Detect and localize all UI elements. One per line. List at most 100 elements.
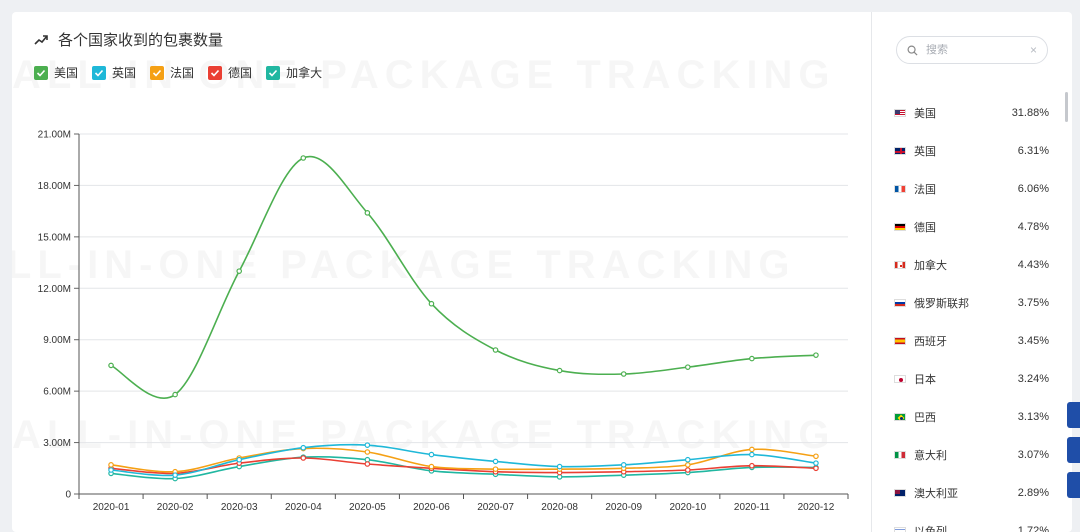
x-tick-label: 2020-06 — [413, 502, 450, 513]
legend-label: 美国 — [54, 66, 79, 80]
data-point[interactable] — [620, 462, 627, 468]
list-scrollbar[interactable] — [1065, 92, 1068, 122]
data-point[interactable] — [492, 466, 499, 472]
x-tick-label: 2020-08 — [541, 502, 578, 513]
country-sidebar: × 美国 31.88% 英国 6.31% 法国 6.06% 德国 4.78% 加拿大 4.43% 俄… — [872, 12, 1072, 532]
legend-label: 加拿大 — [286, 66, 323, 80]
country-row[interactable]: 法国 6.06% — [894, 170, 1049, 208]
panel-divider — [871, 12, 872, 532]
data-point[interactable] — [172, 391, 178, 398]
data-point[interactable] — [684, 462, 691, 468]
country-row[interactable]: 俄罗斯联邦 3.75% — [894, 284, 1049, 322]
country-row[interactable]: 以色列 1.72% — [894, 512, 1049, 532]
data-point[interactable] — [492, 347, 499, 353]
country-percentage: 3.24% — [1017, 373, 1049, 385]
legend-label: 英国 — [112, 66, 137, 80]
data-point[interactable] — [813, 460, 819, 466]
gb-flag-icon — [894, 147, 906, 155]
data-point[interactable] — [108, 362, 114, 369]
data-point[interactable] — [236, 456, 243, 463]
float-button-3[interactable] — [1067, 472, 1080, 498]
data-point[interactable] — [300, 155, 307, 161]
data-point[interactable] — [108, 462, 114, 468]
legend-item[interactable]: 英国 — [92, 64, 136, 81]
country-percentage: 2.89% — [1017, 487, 1049, 499]
float-button-1[interactable] — [1067, 402, 1080, 428]
country-percentage: 4.78% — [1017, 221, 1049, 233]
y-tick-label: 18.00M — [38, 181, 71, 192]
country-name: 俄罗斯联邦 — [914, 298, 969, 310]
chart-legend: 美国 英国 法国 德国 加拿大 — [34, 64, 322, 81]
es-flag-icon — [894, 337, 906, 345]
data-point[interactable] — [684, 467, 691, 473]
legend-item[interactable]: 法国 — [150, 64, 194, 81]
de-flag-icon — [894, 223, 906, 231]
clear-search-icon[interactable]: × — [1029, 43, 1037, 57]
x-tick-label: 2020-02 — [157, 502, 194, 513]
x-tick-label: 2020-04 — [285, 502, 322, 513]
data-point[interactable] — [492, 458, 499, 465]
x-tick-label: 2020-01 — [93, 502, 130, 513]
au-flag-icon — [894, 489, 906, 497]
series-line — [110, 455, 816, 480]
data-point[interactable] — [364, 442, 371, 448]
data-point[interactable] — [813, 453, 819, 460]
y-tick-label: 12.00M — [38, 284, 71, 295]
country-row[interactable]: 美国 31.88% — [894, 94, 1049, 132]
series-line — [110, 155, 817, 399]
x-tick-label: 2020-11 — [734, 502, 770, 513]
search-input[interactable] — [926, 44, 1018, 56]
country-list: 美国 31.88% 英国 6.31% 法国 6.06% 德国 4.78% 加拿大 4.43% 俄罗斯… — [894, 94, 1049, 532]
line-chart: 0 3.00M 6.00M 9.00M 12.00M 15.00M 18.00M 21.00M… — [38, 130, 849, 513]
data-point[interactable] — [556, 463, 563, 470]
country-row[interactable]: 德国 4.78% — [894, 208, 1049, 246]
data-point[interactable] — [813, 352, 819, 358]
data-point[interactable] — [300, 455, 307, 461]
data-point[interactable] — [749, 462, 755, 469]
country-row[interactable]: 日本 3.24% — [894, 360, 1049, 398]
data-point[interactable] — [364, 210, 371, 216]
country-name: 意大利 — [914, 450, 947, 462]
country-row[interactable]: 意大利 3.07% — [894, 436, 1049, 474]
country-name: 美国 — [914, 108, 936, 120]
country-row[interactable]: 西班牙 3.45% — [894, 322, 1049, 360]
data-point[interactable] — [684, 456, 691, 463]
data-point[interactable] — [300, 444, 307, 451]
data-point[interactable] — [684, 364, 691, 370]
il-flag-icon — [894, 527, 906, 532]
data-point[interactable] — [428, 300, 435, 307]
data-point[interactable] — [172, 472, 178, 478]
country-percentage: 6.06% — [1017, 183, 1049, 195]
data-point[interactable] — [749, 446, 755, 453]
data-point[interactable] — [620, 371, 627, 377]
country-name: 西班牙 — [914, 336, 947, 348]
data-point[interactable] — [364, 449, 371, 455]
data-point[interactable] — [749, 355, 755, 362]
x-tick-label: 2020-12 — [798, 502, 835, 513]
data-point[interactable] — [108, 467, 114, 473]
country-row[interactable]: 英国 6.31% — [894, 132, 1049, 170]
data-point[interactable] — [749, 451, 755, 458]
country-name: 英国 — [914, 146, 936, 158]
country-row[interactable]: 加拿大 4.43% — [894, 246, 1049, 284]
legend-item[interactable]: 美国 — [34, 64, 78, 81]
search-box[interactable]: × — [896, 36, 1048, 64]
country-row[interactable]: 澳大利亚 2.89% — [894, 474, 1049, 512]
country-name: 日本 — [914, 374, 936, 386]
data-point[interactable] — [556, 367, 563, 374]
legend-item[interactable]: 德国 — [208, 64, 252, 81]
search-icon — [907, 45, 918, 56]
us-flag-icon — [894, 109, 906, 117]
x-tick-label: 2020-05 — [349, 502, 386, 513]
y-tick-label: 15.00M — [38, 232, 71, 243]
data-point[interactable] — [364, 461, 371, 467]
x-tick-label: 2020-10 — [669, 502, 706, 513]
data-point[interactable] — [428, 451, 435, 458]
data-point[interactable] — [428, 463, 435, 470]
country-name: 澳大利亚 — [914, 488, 958, 500]
data-point[interactable] — [813, 465, 819, 472]
float-button-2[interactable] — [1067, 437, 1080, 463]
data-point[interactable] — [236, 268, 243, 274]
country-row[interactable]: 巴西 3.13% — [894, 398, 1049, 436]
legend-item[interactable]: 加拿大 — [266, 64, 322, 81]
